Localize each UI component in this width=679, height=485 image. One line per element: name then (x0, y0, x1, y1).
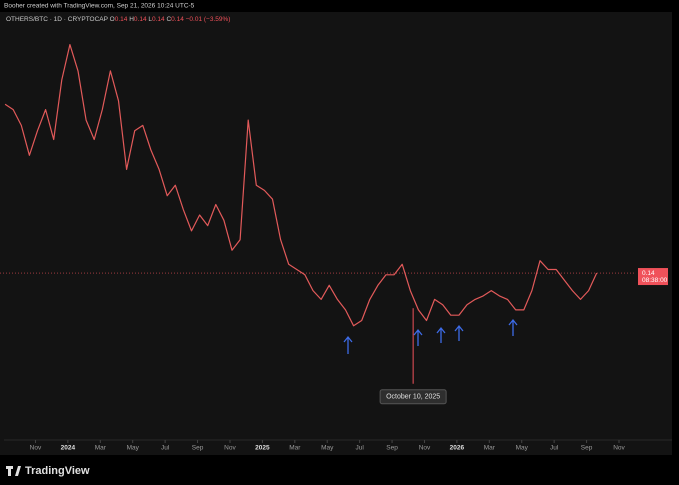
symbol: OTHERS/BTC · 1D · CRYPTOCAP (6, 16, 108, 23)
ohlc-label: C (166, 16, 171, 23)
x-tick-label: 2026 (450, 445, 465, 452)
x-tick-label: Nov (30, 445, 42, 452)
arrow (454, 324, 464, 341)
x-tick-label: Jul (161, 445, 170, 452)
chart-panel (0, 12, 672, 455)
x-tick-label: Sep (192, 445, 204, 452)
x-tick-label: Sep (581, 445, 593, 452)
x-tick-label: Nov (419, 445, 431, 452)
x-tick-label: May (321, 445, 334, 452)
x-tick-label: Mar (289, 445, 301, 452)
logo: TradingView (6, 465, 90, 477)
logo-mark (6, 466, 21, 476)
ohlc-label: L (148, 16, 152, 23)
x-tick-label: May (127, 445, 140, 452)
price-label: 0.14 (642, 270, 655, 277)
x-tick-label: Nov (224, 445, 236, 452)
x-tick-label: Jul (355, 445, 364, 452)
x-tick-label: Mar (95, 445, 107, 452)
x-tick-label: May (516, 445, 529, 452)
brand: TradingView (25, 465, 90, 477)
annotation-label: October 10, 2025 (386, 394, 440, 401)
arrow (343, 335, 353, 354)
ohlc-label: H (129, 16, 134, 23)
price-box (638, 268, 668, 286)
countdown: 08:38:00 (642, 277, 668, 284)
annotation-box (379, 389, 447, 405)
x-tick-label: 2024 (61, 445, 76, 452)
x-tick-label: Mar (484, 445, 496, 452)
ohlc-value: 0.14 (171, 16, 184, 23)
ohlc-label: O (110, 16, 115, 23)
x-tick-label: 2025 (255, 445, 270, 452)
ohlc-value: 0.14 (152, 16, 165, 23)
header: Booher created with TradingView.com, Sep… (4, 3, 195, 10)
price-line-series (4, 44, 598, 327)
arrow (436, 326, 446, 343)
x-tick-label: Jul (550, 445, 559, 452)
legend-text: OTHERS/BTC · 1D · CRYPTOCAP O0.14 H0.14 … (6, 16, 230, 23)
change: −0.01 (−3.59%) (186, 16, 231, 23)
x-tick-label: Nov (613, 445, 625, 452)
ohlc-value: 0.14 (134, 16, 147, 23)
arrow (508, 318, 518, 336)
legend: OTHERS/BTC · 1D · CRYPTOCAP O0.14 H0.14 … (6, 16, 230, 23)
arrows (343, 318, 518, 354)
x-tick-label: Sep (386, 445, 398, 452)
ohlc-value: 0.14 (115, 16, 128, 23)
arrow (413, 328, 423, 346)
